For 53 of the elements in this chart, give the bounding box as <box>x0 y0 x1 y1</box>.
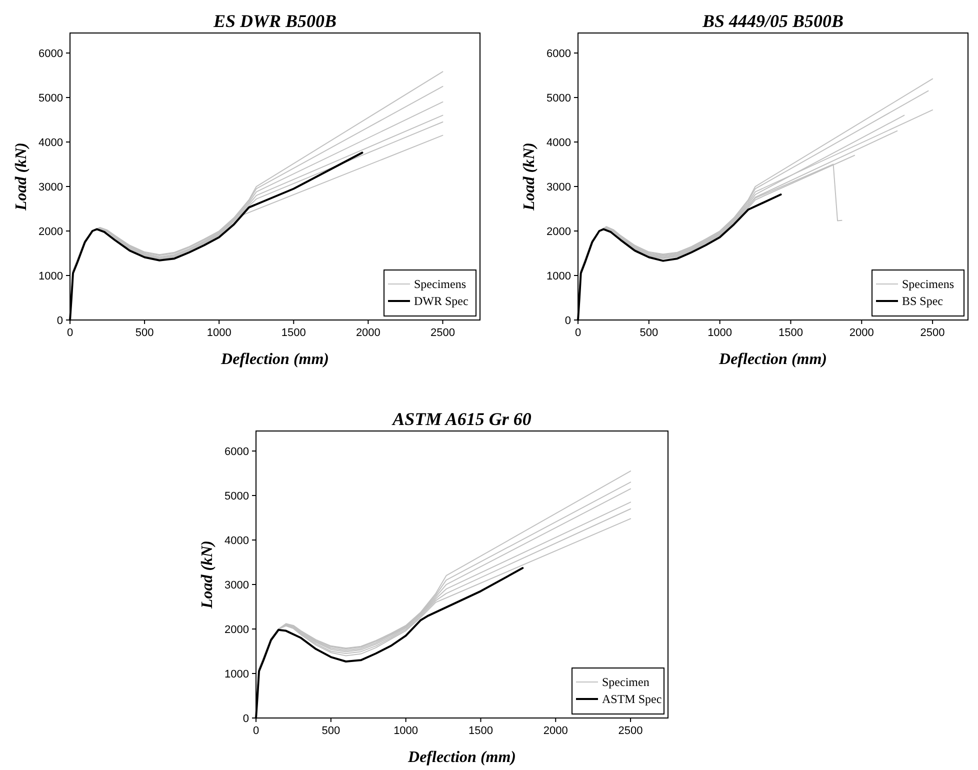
x-tick-label: 2500 <box>618 725 643 737</box>
x-tick-label: 2000 <box>849 327 874 339</box>
y-axis-title: Load (kN) <box>199 540 216 610</box>
y-tick-label: 5000 <box>38 92 63 105</box>
x-tick-label: 0 <box>66 327 74 339</box>
legend-label: Specimen <box>602 675 650 689</box>
y-tick-label: 1000 <box>546 270 571 283</box>
y-tick-label: 3000 <box>224 580 249 592</box>
y-tick-label: 3000 <box>546 182 571 194</box>
x-tick-label: 2500 <box>920 327 945 339</box>
chart-title: ES DWR B500B <box>212 11 337 31</box>
y-tick-label: 0 <box>56 315 63 327</box>
legend-label: BS Spec <box>902 294 944 308</box>
x-tick-label: 1500 <box>468 725 493 737</box>
y-tick-label: 1000 <box>38 270 63 283</box>
chart-title: ASTM A615 Gr 60 <box>392 409 532 429</box>
y-tick-label: 4000 <box>546 137 571 150</box>
y-tick-label: 2000 <box>224 624 249 636</box>
x-tick-label: 2000 <box>356 327 380 339</box>
x-tick-label: 2500 <box>430 327 455 339</box>
chart-title: BS 4449/05 B500B <box>701 11 844 31</box>
legend-label: Specimens <box>414 277 466 291</box>
x-axis-title: Deflection (mm) <box>220 351 329 368</box>
legend-label: DWR Spec <box>414 294 468 308</box>
y-tick-label: 6000 <box>224 446 249 458</box>
x-tick-label: 1500 <box>778 327 803 339</box>
y-tick-label: 5000 <box>546 92 571 105</box>
x-axis-title: Deflection (mm) <box>718 351 827 368</box>
x-axis-title: Deflection (mm) <box>407 749 516 766</box>
y-tick-label: 2000 <box>38 226 63 238</box>
legend-label: Specimens <box>902 277 954 291</box>
y-tick-label: 5000 <box>224 490 249 503</box>
y-tick-label: 2000 <box>546 226 571 238</box>
y-tick-label: 6000 <box>38 48 63 60</box>
x-tick-label: 1500 <box>281 327 306 339</box>
x-tick-label: 0 <box>252 725 260 737</box>
y-tick-label: 0 <box>564 315 571 327</box>
y-axis-title: Load (kN) <box>521 142 538 212</box>
x-tick-label: 1000 <box>206 327 232 339</box>
x-tick-label: 500 <box>135 327 154 339</box>
y-axis-title: Load (kN) <box>13 142 30 212</box>
x-tick-label: 0 <box>574 327 582 339</box>
y-tick-label: 4000 <box>224 535 249 548</box>
y-tick-label: 3000 <box>38 182 63 194</box>
x-tick-label: 1000 <box>394 725 418 737</box>
y-tick-label: 1000 <box>224 668 249 681</box>
y-tick-label: 6000 <box>546 48 571 60</box>
y-tick-label: 0 <box>242 713 249 725</box>
legend-label: ASTM Spec <box>602 692 662 706</box>
x-tick-label: 1000 <box>708 327 732 339</box>
x-tick-label: 500 <box>640 327 658 339</box>
x-tick-label: 500 <box>322 725 340 737</box>
y-tick-label: 4000 <box>38 137 63 150</box>
